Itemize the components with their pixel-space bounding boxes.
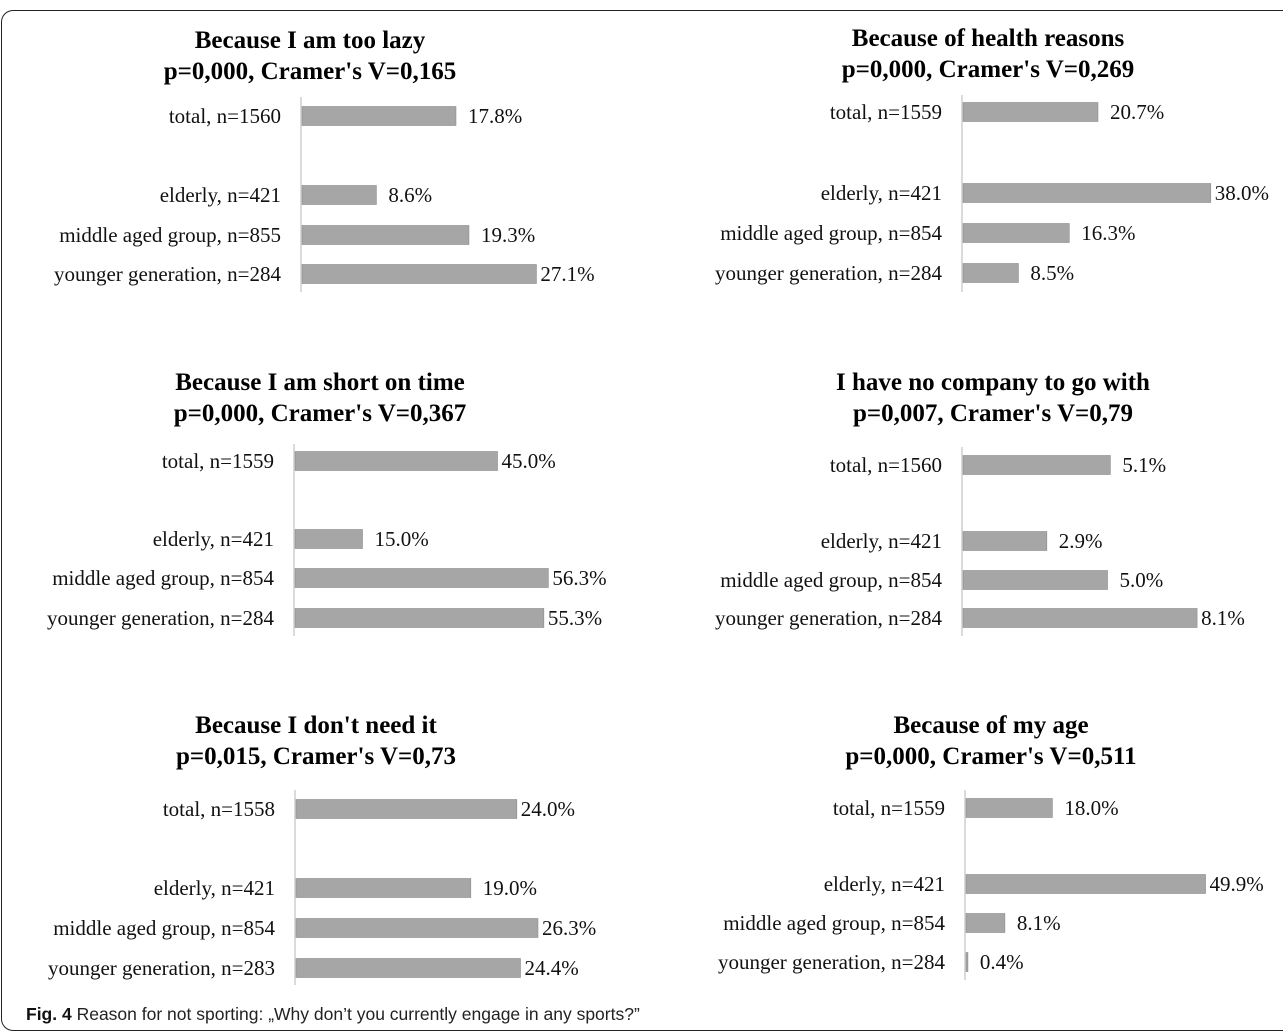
value-label: 38.0%	[1215, 181, 1269, 205]
bar-1	[962, 455, 1111, 475]
bar-1	[294, 451, 498, 471]
chart-panel-6: Because of my age p=0,000, Cramer's V=0,5…	[718, 712, 1264, 980]
chart-title: Because I don't need it	[195, 712, 437, 739]
figure-caption-label: Fig. 4	[26, 1004, 72, 1024]
value-label: 17.8%	[468, 104, 522, 128]
bar-3	[294, 568, 549, 588]
category-label: middle aged group, n=854	[720, 568, 942, 592]
chart-title: Because of my age	[893, 712, 1088, 739]
value-label: 24.4%	[524, 956, 578, 980]
category-label: total, n=1559	[162, 449, 274, 473]
category-label: middle aged group, n=854	[53, 916, 275, 940]
figure-frame	[1, 10, 1283, 1031]
category-label: elderly, n=421	[160, 183, 281, 207]
value-label: 26.3%	[542, 916, 596, 940]
bar-3	[301, 225, 470, 245]
value-label: 0.4%	[980, 950, 1024, 974]
value-label: 5.0%	[1120, 568, 1164, 592]
value-label: 2.9%	[1059, 529, 1103, 553]
bar-2	[301, 185, 377, 205]
chart-subtitle: p=0,000, Cramer's V=0,165	[164, 58, 457, 85]
chart-subtitle: p=0,000, Cramer's V=0,269	[842, 56, 1135, 83]
category-label: younger generation, n=283	[48, 956, 275, 980]
category-label: middle aged group, n=854	[52, 566, 274, 590]
category-label: total, n=1558	[163, 797, 275, 821]
category-label: total, n=1559	[833, 796, 945, 820]
category-label: middle aged group, n=854	[723, 911, 945, 935]
category-label: elderly, n=421	[821, 529, 942, 553]
bar-4	[301, 264, 537, 284]
value-label: 5.1%	[1122, 453, 1166, 477]
value-label: 8.6%	[388, 183, 432, 207]
category-label: elderly, n=421	[154, 876, 275, 900]
bar-3	[962, 223, 1070, 243]
category-label: total, n=1560	[830, 453, 942, 477]
chart-subtitle: p=0,000, Cramer's V=0,511	[845, 743, 1136, 770]
chart-title: Because I am short on time	[175, 369, 465, 396]
value-label: 16.3%	[1081, 221, 1135, 245]
category-label: middle aged group, n=854	[720, 221, 942, 245]
chart-subtitle: p=0,000, Cramer's V=0,367	[174, 400, 467, 427]
value-label: 20.7%	[1110, 100, 1164, 124]
bar-3	[962, 570, 1108, 590]
category-label: elderly, n=421	[153, 527, 274, 551]
value-label: 49.9%	[1210, 872, 1264, 896]
bar-4	[962, 608, 1198, 628]
value-label: 27.1%	[540, 262, 594, 286]
chart-panel-2: Because of health reasons p=0,000, Cramer…	[715, 25, 1269, 292]
value-label: 8.1%	[1201, 606, 1245, 630]
value-label: 24.0%	[521, 797, 575, 821]
category-label: younger generation, n=284	[718, 950, 946, 974]
bar-4	[965, 952, 969, 972]
value-label: 8.1%	[1017, 911, 1061, 935]
bar-2	[962, 531, 1048, 551]
chart-panel-1: Because I am too lazy p=0,000, Cramer's V…	[54, 27, 595, 292]
bar-3	[965, 913, 1006, 933]
chart-title: Because I am too lazy	[195, 27, 426, 54]
bar-2	[294, 529, 363, 549]
chart-title: Because of health reasons	[852, 25, 1125, 52]
category-label: younger generation, n=284	[715, 261, 943, 285]
charts-canvas: Because I am too lazy p=0,000, Cramer's V…	[47, 25, 1269, 985]
value-label: 56.3%	[552, 566, 606, 590]
figure-caption-text: Reason for not sporting: „Why don’t you …	[76, 1004, 640, 1024]
bar-4	[962, 263, 1019, 283]
chart-subtitle: p=0,015, Cramer's V=0,73	[176, 743, 456, 770]
bar-2	[962, 183, 1212, 203]
value-label: 19.3%	[481, 223, 535, 247]
value-label: 19.0%	[483, 876, 537, 900]
category-label: elderly, n=421	[824, 872, 945, 896]
bar-4	[294, 608, 545, 628]
value-label: 45.0%	[502, 449, 556, 473]
chart-panel-5: Because I don't need it p=0,015, Cramer's…	[48, 712, 596, 985]
figure-caption: Fig. 4 Reason for not sporting: „Why don…	[26, 1004, 640, 1028]
category-label: total, n=1559	[830, 100, 942, 124]
chart-title: I have no company to go with	[836, 369, 1150, 396]
bar-3	[295, 918, 539, 938]
category-label: middle aged group, n=855	[59, 223, 281, 247]
bar-2	[295, 878, 472, 898]
category-label: younger generation, n=284	[47, 606, 275, 630]
bar-1	[962, 102, 1099, 122]
category-label: total, n=1560	[169, 104, 281, 128]
bar-4	[295, 958, 521, 978]
value-label: 15.0%	[375, 527, 429, 551]
value-label: 55.3%	[548, 606, 602, 630]
category-label: elderly, n=421	[821, 181, 942, 205]
value-label: 8.5%	[1030, 261, 1074, 285]
value-label: 18.0%	[1064, 796, 1118, 820]
category-label: younger generation, n=284	[54, 262, 282, 286]
chart-panel-4: I have no company to go with p=0,007, Cra…	[715, 369, 1245, 636]
bar-1	[965, 798, 1053, 818]
chart-panel-3: Because I am short on time p=0,000, Crame…	[47, 369, 607, 636]
bar-1	[301, 106, 457, 126]
bar-2	[965, 874, 1206, 894]
category-label: younger generation, n=284	[715, 606, 943, 630]
bar-1	[295, 799, 518, 819]
chart-subtitle: p=0,007, Cramer's V=0,79	[853, 400, 1133, 427]
